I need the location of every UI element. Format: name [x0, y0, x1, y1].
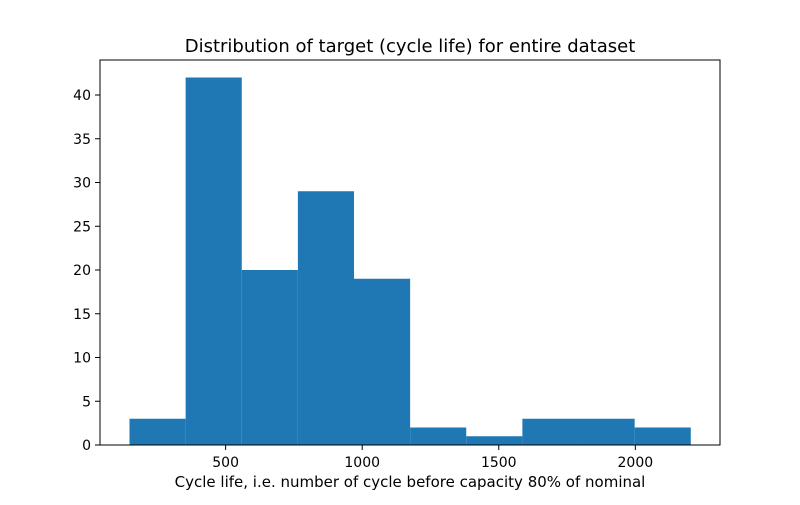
- histogram-bar: [297, 191, 355, 445]
- y-tick-label: 5: [82, 394, 91, 410]
- bars-group: [129, 77, 691, 445]
- histogram-bar: [129, 418, 186, 445]
- plot-frame: [99, 59, 721, 446]
- y-tick-label: 20: [73, 263, 91, 279]
- y-tick-label: 30: [73, 176, 91, 192]
- histogram-bar: [410, 427, 467, 445]
- x-axis-ticks: 500 1000 1500 2000: [212, 445, 653, 471]
- histogram-bar: [634, 427, 691, 445]
- chart-title: Distribution of target (cycle life) for …: [185, 36, 636, 57]
- y-tick-label: 35: [73, 132, 91, 148]
- y-tick-label: 15: [73, 307, 91, 323]
- x-tick-label: 1500: [481, 455, 517, 471]
- x-tick-label: 1000: [344, 455, 380, 471]
- y-tick-label: 40: [73, 88, 91, 104]
- y-tick-label: 10: [73, 351, 91, 367]
- y-axis-ticks: 0 5 10 15 20 25 30 35 40: [73, 88, 100, 454]
- histogram-bar: [354, 278, 411, 445]
- y-tick-label: 0: [82, 438, 91, 454]
- histogram-bar: [466, 436, 523, 445]
- x-tick-label: 500: [212, 455, 239, 471]
- histogram-bar: [185, 77, 242, 445]
- histogram-bar: [241, 270, 298, 445]
- x-tick-label: 2000: [618, 455, 654, 471]
- histogram-bar: [578, 418, 635, 445]
- y-tick-label: 25: [73, 219, 91, 235]
- x-axis-label: Cycle life, i.e. number of cycle before …: [175, 473, 646, 491]
- histogram-bar: [522, 418, 579, 445]
